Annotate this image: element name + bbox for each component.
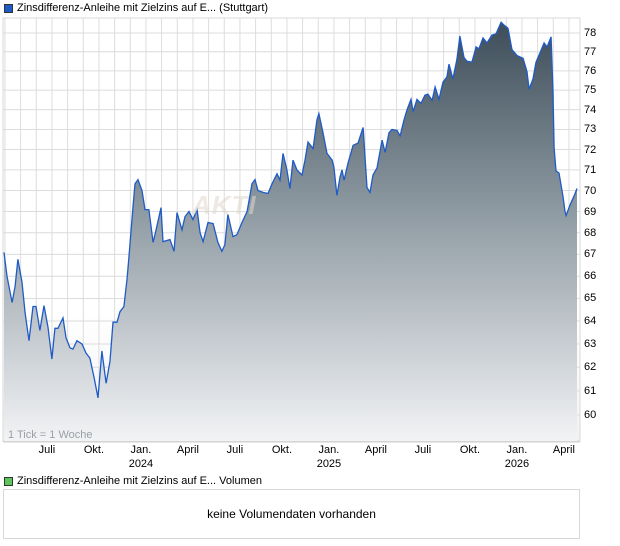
volume-legend-swatch (4, 476, 13, 486)
x-tick-label: Okt. (84, 443, 104, 457)
x-tick-month: Jan. (130, 444, 152, 456)
x-tick-month: Okt. (459, 444, 481, 456)
y-tick-label: 73 (584, 123, 597, 136)
y-tick-label: 66 (584, 270, 597, 283)
x-tick-label: April (177, 443, 199, 457)
x-tick-label: Juli (415, 443, 432, 457)
tick-note: 1 Tick = 1 Woche (8, 429, 93, 441)
x-tick-label: Juli (227, 443, 244, 457)
y-tick-label: 72 (584, 143, 597, 156)
volume-legend: Zinsdifferenz-Anleihe mit Zielzins auf E… (4, 475, 262, 487)
volume-panel: keine Volumendaten vorhanden (3, 489, 580, 539)
x-tick-label: Jan. 2024 (129, 443, 153, 471)
x-tick-label: Okt. (460, 443, 480, 457)
y-tick-label: 61 (584, 384, 597, 397)
x-tick-month: Juli (414, 444, 432, 456)
x-tick-month: Jan. (506, 444, 528, 456)
y-tick-label: 77 (584, 45, 597, 58)
y-tick-label: 75 (584, 84, 597, 97)
x-tick-year: 2025 (316, 458, 342, 470)
y-tick-label: 76 (584, 64, 597, 77)
x-tick-label: Jan. 2026 (505, 443, 529, 471)
x-tick-month: April (552, 444, 575, 456)
price-line (3, 21, 578, 399)
price-legend-swatch (4, 3, 13, 13)
y-tick-label: 69 (584, 205, 597, 218)
y-tick-label: 65 (584, 292, 597, 305)
y-tick-label: 74 (584, 103, 597, 116)
y-tick-label: 64 (584, 315, 597, 328)
x-tick-month: April (364, 444, 387, 456)
x-tick-year: 2024 (128, 458, 154, 470)
x-tick-month: Jan. (318, 444, 340, 456)
y-tick-label: 60 (584, 409, 597, 421)
x-tick-label: Juli (39, 443, 56, 457)
x-tick-month: Okt. (83, 444, 105, 456)
y-tick-label: 78 (584, 27, 597, 39)
x-tick-month: Juli (226, 444, 244, 456)
x-tick-label: April (365, 443, 387, 457)
price-legend-label: Zinsdifferenz-Anleihe mit Zielzins auf E… (17, 2, 269, 14)
x-tick-label: Okt. (272, 443, 292, 457)
volume-message: keine Volumendaten vorhanden (207, 507, 376, 521)
y-tick-label: 63 (584, 337, 597, 350)
x-tick-month: Okt. (271, 444, 293, 456)
volume-legend-label: Zinsdifferenz-Anleihe mit Zielzins auf E… (17, 475, 262, 487)
y-tick-label: 68 (584, 226, 597, 239)
price-legend: Zinsdifferenz-Anleihe mit Zielzins auf E… (4, 2, 268, 14)
y-tick-label: 70 (584, 184, 597, 197)
x-tick-month: April (176, 444, 199, 456)
x-tick-month: Juli (38, 444, 56, 456)
watermark: AKTI (192, 190, 257, 220)
y-tick-label: 67 (584, 248, 597, 261)
price-area-fill (4, 22, 578, 441)
x-tick-label: Jan. 2025 (317, 443, 341, 471)
x-tick-label: April (553, 443, 575, 457)
x-tick-year: 2026 (504, 458, 530, 470)
y-tick-label: 62 (584, 361, 597, 374)
price-chart (2, 17, 581, 443)
y-tick-label: 71 (584, 163, 597, 176)
